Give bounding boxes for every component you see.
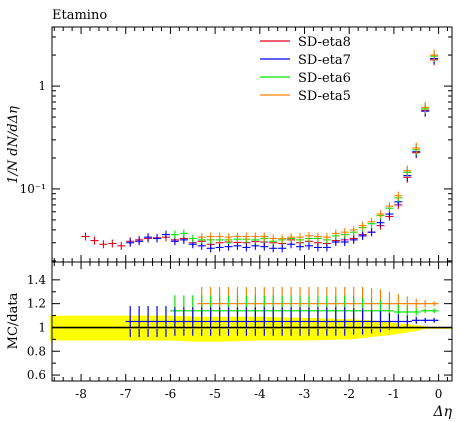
x-tick-label: -2 (343, 387, 355, 401)
legend-label-sd-eta8: SD-eta8 (298, 35, 351, 50)
x-tick-label: -4 (254, 387, 266, 401)
series-sd-eta8 (81, 54, 439, 250)
x-tick-label: -5 (209, 387, 221, 401)
legend-label-sd-eta6: SD-eta6 (298, 71, 351, 86)
x-tick-label: -1 (388, 387, 400, 401)
ratio-series-sd-eta7 (125, 306, 439, 337)
ratio-y-tick-label: 0.8 (27, 344, 46, 358)
legend-label-sd-eta5: SD-eta5 (298, 89, 351, 104)
x-tick-label: -3 (299, 387, 311, 401)
main-y-tick-label: 10⁻¹ (20, 182, 46, 196)
axes-layer: -8 -7 -6 -5 -4 -3 -2 -1 0 1 10⁻¹ 0.6 0.8 1 1.2 1.4 (20, 27, 452, 401)
main-plot-frame (51, 26, 453, 263)
ratio-y-tick-label: 1.4 (27, 273, 46, 287)
x-axis-label: Δη (433, 404, 453, 420)
x-tick-label: -6 (165, 387, 177, 401)
ratio-y-axis-label: MC/data (6, 292, 21, 349)
ratio-y-tick-label: 1 (38, 320, 46, 334)
ratio-plot-frame (51, 261, 453, 382)
main-y-tick-label: 1 (38, 79, 46, 93)
main-y-axis-label: 1/N dN/dΔη (6, 106, 21, 184)
x-tick-label: -7 (120, 387, 132, 401)
x-tick-label: 0 (435, 387, 443, 401)
series-sd-eta5 (197, 49, 439, 243)
x-tick-label: -8 (75, 387, 87, 401)
legend: SD-eta8 SD-eta7 SD-eta6 SD-eta5 (260, 35, 351, 104)
series-sd-eta7 (126, 53, 439, 253)
ratio-y-tick-label: 1.2 (27, 297, 46, 311)
ratio-y-tick-label: 0.6 (27, 368, 46, 382)
main-plot-title: Etamino (52, 8, 107, 23)
legend-label-sd-eta7: SD-eta7 (298, 53, 351, 68)
ratio-series-layer (52, 286, 452, 337)
main-series-layer (81, 49, 439, 253)
